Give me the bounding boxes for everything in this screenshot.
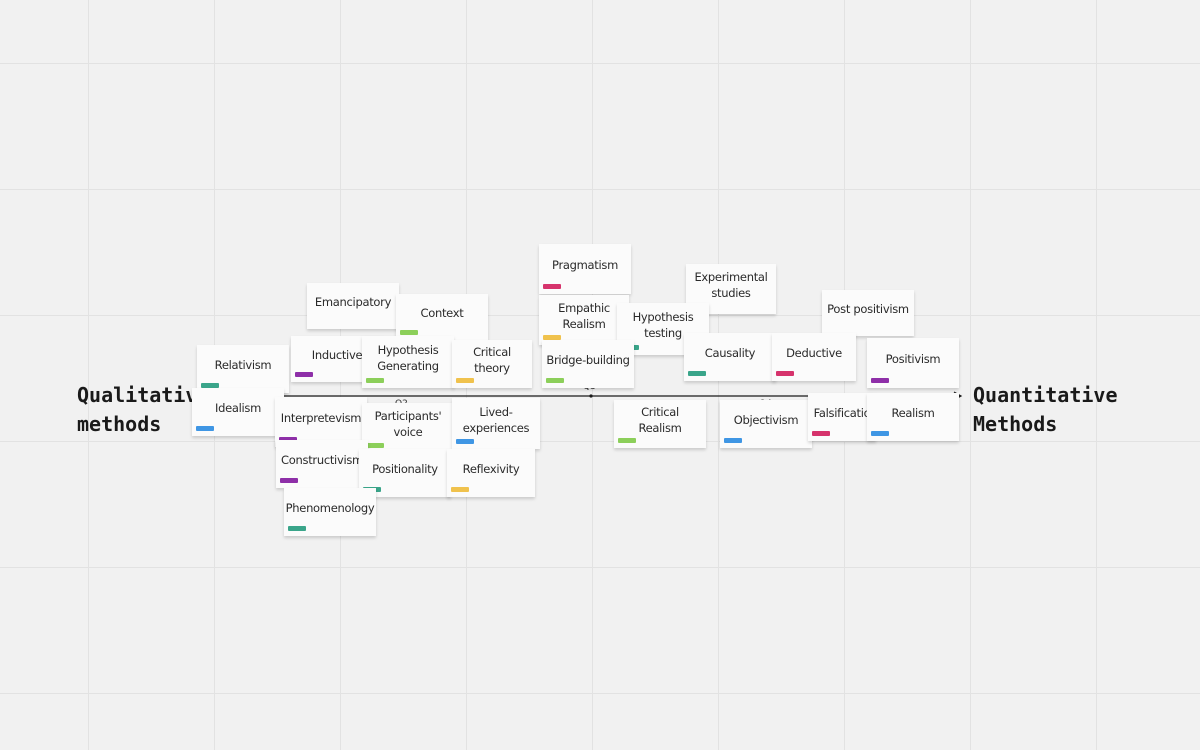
sticky-emancipatory[interactable]: Emancipatory (307, 283, 399, 329)
sticky-pragmatism[interactable]: Pragmatism (539, 244, 631, 294)
sticky-lived-experiences[interactable]: Lived- experiences (452, 398, 540, 449)
sticky-text: Lived- experiences (462, 404, 530, 435)
sticky-tag (688, 371, 706, 376)
sticky-text: Phenomenology (285, 501, 375, 515)
sticky-tag (618, 438, 636, 443)
sticky-tag (543, 284, 561, 289)
sticky-falsification[interactable]: Falsificatio (808, 393, 876, 441)
sticky-relativism[interactable]: Relativism (197, 345, 289, 393)
sticky-positivism[interactable]: Positivism (867, 338, 959, 388)
sticky-post-positivism[interactable]: Post positivism (822, 290, 914, 336)
sticky-tag (366, 378, 384, 383)
sticky-tag (871, 378, 889, 383)
sticky-text: Critical theory (473, 345, 511, 375)
sticky-text: Hypothesis Generating (377, 343, 439, 373)
sticky-reflexivity[interactable]: Reflexivity (447, 449, 535, 497)
sticky-tag (295, 372, 313, 377)
sticky-text: Inductive (311, 348, 363, 362)
sticky-critical-theory[interactable]: Critical theory (452, 340, 532, 388)
sticky-tag (546, 378, 564, 383)
sticky-tag (280, 478, 298, 483)
sticky-tag (288, 526, 306, 531)
sticky-tag (279, 437, 297, 442)
sticky-tag (456, 439, 474, 444)
sticky-text: Positionality (372, 462, 438, 476)
sticky-experimental-studies[interactable]: Experimental studies (686, 264, 776, 314)
sticky-tag (196, 426, 214, 431)
sticky-tag (871, 431, 889, 436)
sticky-hypothesis-generating[interactable]: Hypothesis Generating (362, 336, 454, 388)
sticky-text: Pragmatism (552, 258, 618, 272)
sticky-tag (543, 335, 561, 340)
sticky-text: Post positivism (827, 302, 909, 316)
sticky-text: Critical Realism (638, 405, 682, 435)
sticky-tag (201, 383, 219, 388)
sticky-causality[interactable]: Causality (684, 333, 776, 381)
sticky-text: Causality (704, 346, 756, 360)
sticky-realism[interactable]: Realism (867, 393, 959, 441)
sticky-text: Context (420, 306, 464, 320)
sticky-text: Relativism (214, 358, 272, 372)
axis-label-qualitative[interactable]: Qualitative methods (77, 383, 210, 436)
sticky-text: Deductive (786, 346, 842, 360)
sticky-empathic-realism[interactable]: Empathic Realism (539, 295, 629, 345)
sticky-tag (456, 378, 474, 383)
sticky-tag (451, 487, 469, 492)
sticky-phenomenology[interactable]: Phenomenology (284, 488, 376, 536)
sticky-text: Objectivism (733, 413, 799, 427)
sticky-idealism[interactable]: Idealism (192, 388, 284, 436)
sticky-critical-realism[interactable]: Critical Realism (614, 400, 706, 448)
sticky-tag (776, 371, 794, 376)
sticky-text: Constructivism (281, 453, 363, 467)
sticky-text: Empathic Realism (558, 301, 610, 331)
sticky-participants-voice[interactable]: Participants' voice (362, 403, 454, 453)
sticky-constructivism[interactable]: Constructivism (276, 440, 368, 488)
sticky-context[interactable]: Context (396, 294, 488, 340)
axis-midpoint-dot (589, 394, 593, 398)
sticky-text: Realism (891, 406, 935, 420)
sticky-text: Emancipatory (314, 295, 392, 309)
sticky-objectivism[interactable]: Objectivism (720, 400, 812, 448)
sticky-text: Idealism (215, 401, 261, 415)
sticky-tag (400, 330, 418, 335)
sticky-text: Reflexivity (462, 462, 520, 476)
sticky-text: Falsificatio (813, 406, 871, 420)
sticky-tag (724, 438, 742, 443)
sticky-tag (812, 431, 830, 436)
axis-label-quantitative[interactable]: Quantitative Methods (973, 383, 1118, 436)
sticky-text: Experimental studies (694, 270, 768, 300)
sticky-bridge-building[interactable]: Bridge-building (542, 340, 634, 388)
sticky-text: Hypothesis testing (632, 310, 694, 340)
sticky-text: Interpretevism (280, 411, 362, 425)
sticky-tag (366, 443, 384, 448)
sticky-text: Positivism (885, 352, 941, 366)
sticky-text: Participants' voice (374, 409, 442, 439)
sticky-text: Bridge-building (546, 353, 630, 367)
sticky-interpretevism[interactable]: Interpretevism (275, 397, 367, 447)
sticky-deductive[interactable]: Deductive (772, 333, 856, 381)
